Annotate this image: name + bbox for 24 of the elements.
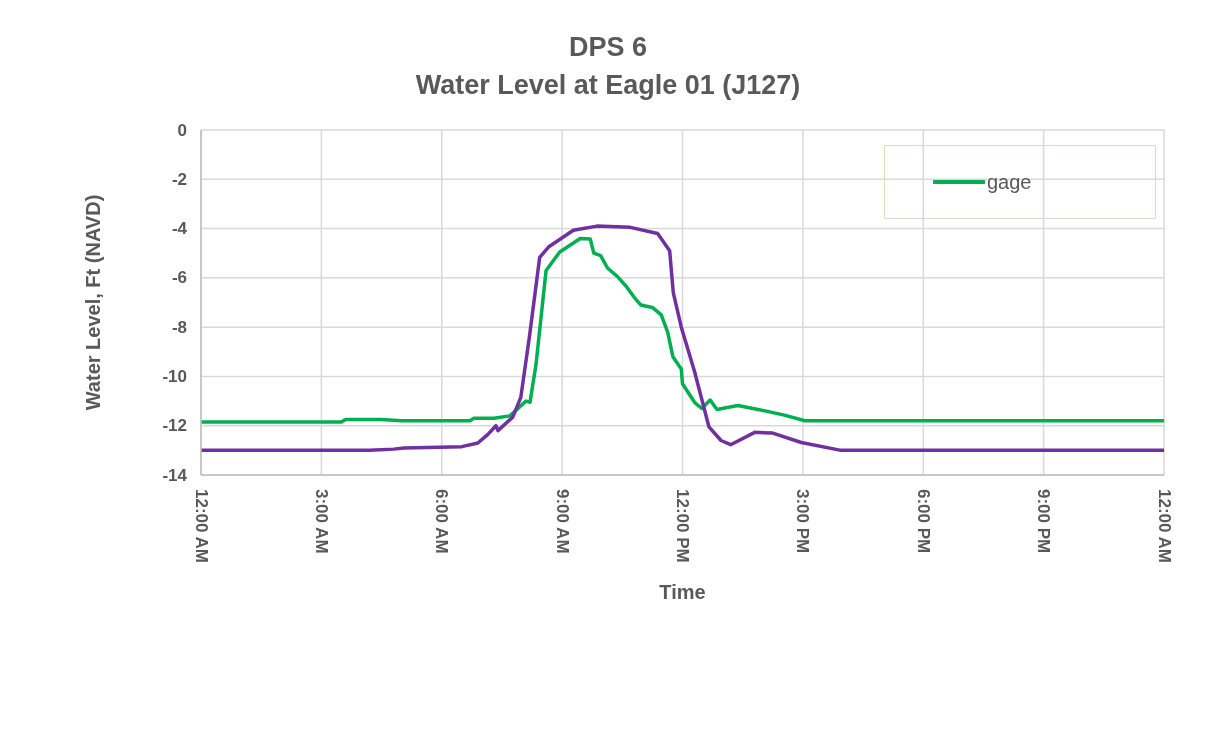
x-tick-label: 3:00 AM bbox=[311, 489, 331, 554]
y-tick-label: 0 bbox=[177, 120, 187, 140]
x-tick-label: 6:00 AM bbox=[432, 489, 452, 554]
legend-label: gage bbox=[987, 170, 1032, 194]
y-tick-label: -10 bbox=[162, 366, 187, 386]
y-tick-label: -12 bbox=[162, 416, 187, 436]
chart-subtitle: Water Level at Eagle 01 (J127) bbox=[414, 69, 802, 102]
x-axis-title: Time bbox=[659, 581, 706, 603]
y-tick-label: -4 bbox=[171, 219, 188, 239]
x-tick-label: 12:00 AM bbox=[1154, 489, 1174, 564]
y-axis-title: Water Level, Ft (NAVD) bbox=[82, 194, 105, 411]
x-tick-label: 12:00 PM bbox=[673, 489, 692, 563]
y-tick-label: -2 bbox=[171, 169, 187, 189]
x-tick-label: 12:00 AM bbox=[191, 489, 211, 564]
y-tick-label: -8 bbox=[171, 317, 187, 337]
x-tick-label: 9:00 PM bbox=[1034, 489, 1054, 554]
x-tick-label: 3:00 PM bbox=[793, 489, 813, 554]
chart-title: DPS 6 bbox=[567, 31, 648, 64]
line-series bbox=[201, 224, 1164, 453]
y-tick-label: -14 bbox=[162, 465, 188, 485]
x-tick-label: 9:00 AM bbox=[552, 489, 572, 554]
line-series bbox=[201, 236, 1164, 424]
y-tick-label: -6 bbox=[171, 268, 187, 288]
x-tick-label: 6:00 PM bbox=[913, 489, 933, 554]
